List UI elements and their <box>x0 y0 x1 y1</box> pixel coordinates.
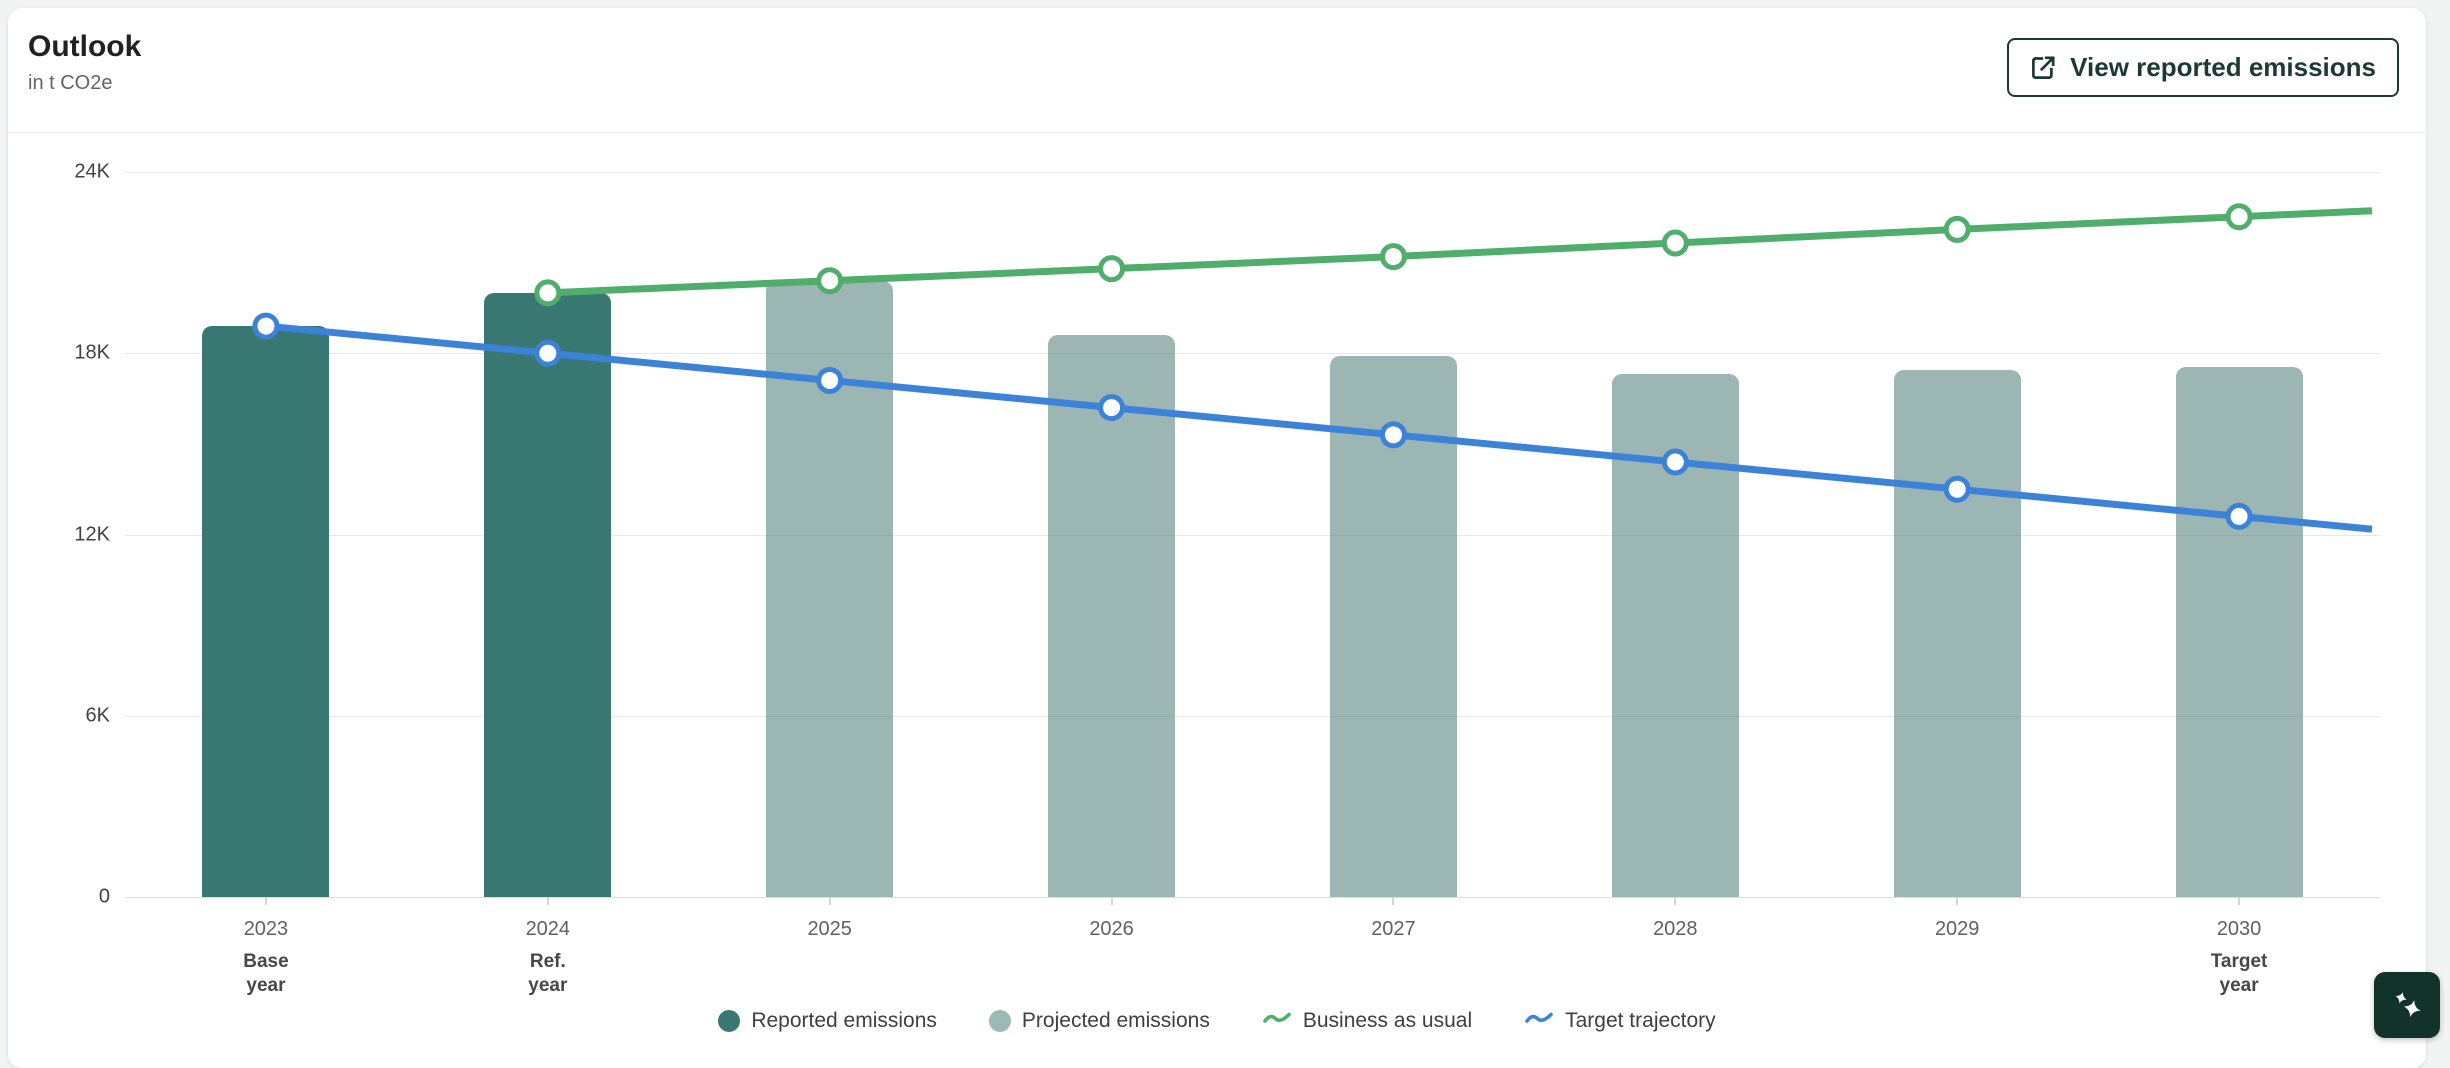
y-axis-label-6K: 6K <box>85 704 110 727</box>
y-axis-label-12K: 12K <box>74 523 110 545</box>
point-target-trajectory-2030[interactable] <box>2225 502 2253 530</box>
reported-bar-2024[interactable] <box>484 292 612 897</box>
header-titles: Outlook in t CO2e <box>28 30 141 95</box>
legend-item-target-trajectory[interactable]: Target trajectory <box>1524 1008 1716 1033</box>
projected-bar-2029[interactable] <box>1893 369 2021 897</box>
x-axis-label-2030: 2030 <box>2216 918 2262 940</box>
x-axis-sublabel-2024: Ref. year <box>528 951 568 996</box>
reported-bar-2023[interactable] <box>202 326 330 897</box>
card-header: Outlook in t CO2e View reported emission… <box>8 8 2426 133</box>
x-axis-label-2026: 2026 <box>1089 918 1134 940</box>
x-axis-tick-2028 <box>1674 897 1677 905</box>
x-axis-label-2029: 2029 <box>1934 918 1980 940</box>
legend-wave-icon <box>1262 1008 1292 1033</box>
point-target-trajectory-2029[interactable] <box>1943 475 1971 503</box>
point-target-trajectory-2027[interactable] <box>1379 421 1407 449</box>
x-axis-tick-2026 <box>1110 897 1113 905</box>
legend-label: Target trajectory <box>1565 1008 1716 1032</box>
legend-dot-icon <box>988 1009 1011 1032</box>
point-target-trajectory-2026[interactable] <box>1098 394 1126 422</box>
ai-assistant-button[interactable] <box>2374 972 2440 1038</box>
legend-label: Reported emissions <box>751 1008 937 1032</box>
emissions-outlook-chart: 0 6K 12K 18K 24K 2023 Base year 2024 Ref. year 20… <box>8 133 2426 1068</box>
sparkles-icon <box>2388 985 2426 1026</box>
page-title: Outlook <box>28 30 142 63</box>
x-axis-tick-2024 <box>546 897 549 905</box>
x-axis-label-2023: 2023 <box>243 918 289 940</box>
outlook-card: Outlook in t CO2e View reported emission… <box>8 8 2426 1068</box>
x-axis-label-2025: 2025 <box>807 918 852 940</box>
gridline-6K <box>125 715 2380 717</box>
legend-label: Projected emissions <box>1021 1008 1210 1032</box>
external-link-icon <box>2030 54 2057 81</box>
point-business-as-usual-2027[interactable] <box>1379 243 1407 271</box>
point-business-as-usual-2028[interactable] <box>1661 229 1689 257</box>
legend-item-reported-emissions[interactable]: Reported emissions <box>718 1009 937 1033</box>
chart-legend: Reported emissions Projected emissions Bu… <box>8 1008 2426 1033</box>
x-axis-label-2027: 2027 <box>1371 918 1416 940</box>
point-business-as-usual-2025[interactable] <box>816 267 844 295</box>
point-business-as-usual-2030[interactable] <box>2225 203 2253 231</box>
y-axis-label-18K: 18K <box>74 341 110 364</box>
x-axis-tick-2027 <box>1392 897 1395 905</box>
gridline-0 <box>125 897 2380 898</box>
x-axis-sublabel-2023: Base year <box>243 951 289 996</box>
point-target-trajectory-2028[interactable] <box>1661 448 1689 476</box>
projected-bar-2030[interactable] <box>2175 366 2303 897</box>
legend-label: Business as usual <box>1302 1008 1473 1032</box>
point-business-as-usual-2029[interactable] <box>1943 215 1971 243</box>
point-target-trajectory-2023[interactable] <box>252 312 280 340</box>
x-axis-sublabel-2030: Target year <box>2210 951 2268 996</box>
view-reported-emissions-button[interactable]: View reported emissions <box>2007 38 2399 97</box>
gridline-24K <box>125 172 2380 173</box>
view-button-label: View reported emissions <box>2070 52 2376 82</box>
x-axis-tick-2023 <box>264 897 267 905</box>
legend-item-business-as-usual[interactable]: Business as usual <box>1262 1008 1472 1033</box>
y-axis-label-24K: 24K <box>74 160 110 183</box>
point-business-as-usual-2026[interactable] <box>1098 255 1126 283</box>
x-axis-tick-2030 <box>2238 897 2241 905</box>
x-axis-tick-2025 <box>828 897 831 905</box>
gridline-12K <box>125 534 2380 536</box>
chart-unit-label: in t CO2e <box>28 72 113 94</box>
x-axis-label-2024: 2024 <box>525 918 571 940</box>
point-target-trajectory-2024[interactable] <box>534 339 562 367</box>
x-axis-label-2028: 2028 <box>1653 918 1698 940</box>
point-target-trajectory-2025[interactable] <box>816 366 844 394</box>
legend-dot-icon <box>718 1009 741 1032</box>
y-axis-label-0: 0 <box>98 885 110 908</box>
gridline-18K <box>125 353 2380 355</box>
point-business-as-usual-2024[interactable] <box>534 279 562 307</box>
x-axis-tick-2029 <box>1956 897 1959 905</box>
line-series-overlay <box>252 203 2373 533</box>
legend-item-projected-emissions[interactable]: Projected emissions <box>988 1008 1210 1033</box>
legend-wave-icon <box>1524 1008 1554 1033</box>
